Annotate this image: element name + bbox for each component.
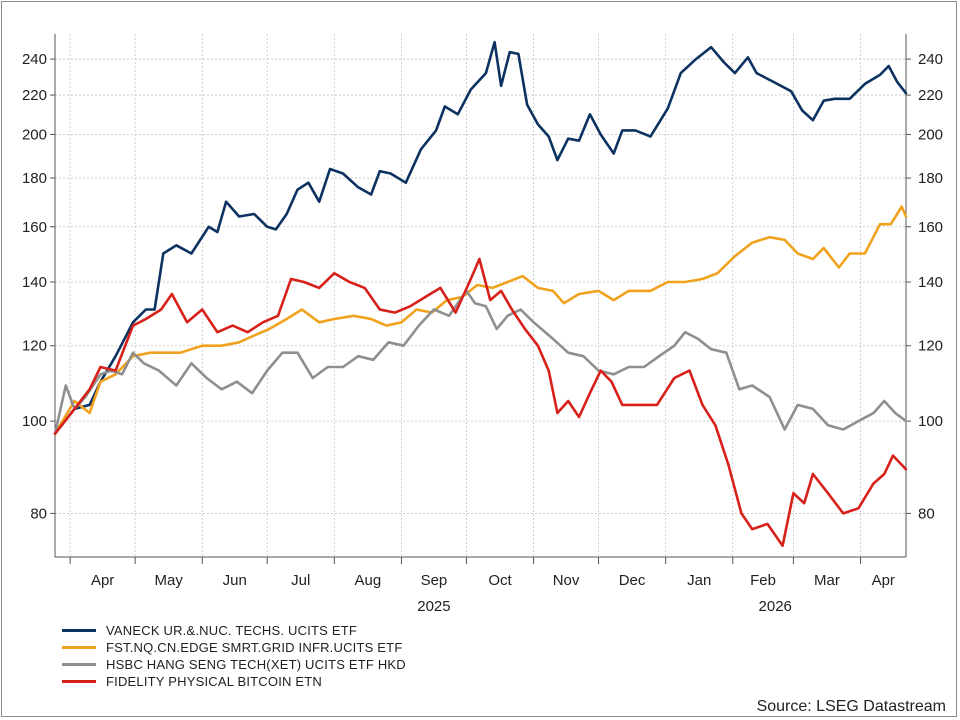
x-tick-label: Jan <box>687 572 711 589</box>
y-tick-label-left: 200 <box>22 126 47 143</box>
x-tick-label: Feb <box>750 572 776 589</box>
y-tick-label-right: 140 <box>918 274 943 291</box>
legend-swatch <box>62 646 96 649</box>
y-tick-label-left: 160 <box>22 219 47 236</box>
legend-item-4: FIDELITY PHYSICAL BITCOIN ETN <box>62 673 406 690</box>
series-line-2 <box>53 205 908 435</box>
series-line-3 <box>53 289 908 435</box>
x-tick-label: Nov <box>553 572 580 589</box>
y-tick-label-right: 160 <box>918 219 943 236</box>
legend-label: FIDELITY PHYSICAL BITCOIN ETN <box>106 674 323 689</box>
y-tick-label-right: 80 <box>918 505 935 522</box>
y-tick-label-right: 100 <box>918 413 943 430</box>
y-tick-label-right: 180 <box>918 170 943 187</box>
legend-item-3: HSBC HANG SENG TECH(XET) UCITS ETF HKD <box>62 656 406 673</box>
y-tick-label-right: 240 <box>918 51 943 68</box>
x-tick-label: Apr <box>872 572 895 589</box>
series-line-1 <box>53 40 908 435</box>
legend-swatch <box>62 680 96 683</box>
legend-item-1: VANECK UR.&.NUC. TECHS. UCITS ETF <box>62 622 406 639</box>
legend: VANECK UR.&.NUC. TECHS. UCITS ETF FST.NQ.… <box>62 622 406 690</box>
legend-label: HSBC HANG SENG TECH(XET) UCITS ETF HKD <box>106 657 406 672</box>
axes: 80 80 100 100 120 120 140 140 160 160 180 180 200 200… <box>22 34 943 615</box>
y-tick-label-right: 200 <box>918 126 943 143</box>
y-tick-label-left: 220 <box>22 87 47 104</box>
x-tick-label: Mar <box>814 572 840 589</box>
y-tick-label-left: 140 <box>22 274 47 291</box>
legend-label: FST.NQ.CN.EDGE SMRT.GRID INFR.UCITS ETF <box>106 640 403 655</box>
y-tick-label-left: 180 <box>22 170 47 187</box>
legend-swatch <box>62 663 96 666</box>
y-tick-label-right: 120 <box>918 338 943 355</box>
y-tick-label-left: 80 <box>30 505 47 522</box>
x-tick-label: Jul <box>291 572 310 589</box>
x-tick-label: Aug <box>355 572 382 589</box>
grid-lines <box>55 34 906 557</box>
series-line-4 <box>53 257 908 547</box>
x-year-label: 2026 <box>759 598 792 615</box>
legend-label: VANECK UR.&.NUC. TECHS. UCITS ETF <box>106 623 357 638</box>
x-tick-label: Sep <box>421 572 448 589</box>
y-tick-label-left: 100 <box>22 413 47 430</box>
legend-swatch <box>62 629 96 632</box>
x-tick-label: Jun <box>223 572 247 589</box>
x-tick-label: Apr <box>91 572 114 589</box>
x-tick-label: May <box>155 572 184 589</box>
legend-item-2: FST.NQ.CN.EDGE SMRT.GRID INFR.UCITS ETF <box>62 639 406 656</box>
y-tick-label-right: 220 <box>918 87 943 104</box>
x-tick-label: Dec <box>619 572 646 589</box>
y-tick-label-left: 120 <box>22 338 47 355</box>
y-tick-label-left: 240 <box>22 51 47 68</box>
x-year-label: 2025 <box>417 598 450 615</box>
source-note: Source: LSEG Datastream <box>756 698 946 715</box>
x-tick-label: Oct <box>488 572 512 589</box>
series-lines <box>53 40 908 547</box>
